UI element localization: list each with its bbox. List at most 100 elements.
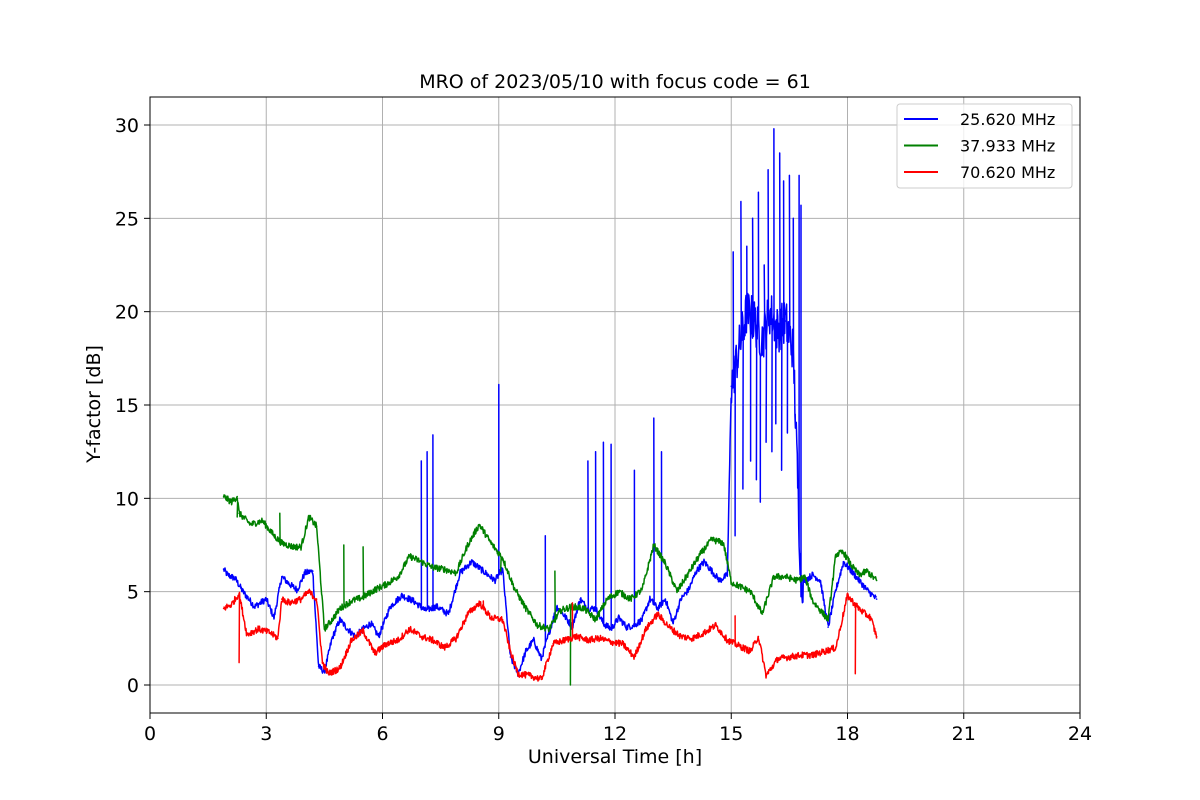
data-point [490,617,492,619]
data-point [501,557,504,559]
data-point [649,598,651,600]
data-point [645,628,647,630]
data-point [548,628,550,630]
y-tick-label: 10 [115,488,139,510]
data-point [811,654,814,656]
data-point [687,572,690,574]
data-point [257,628,260,630]
y-tick-label: 25 [115,208,139,230]
data-point [370,622,372,625]
data-point [711,570,713,572]
data-point [668,626,671,628]
data-point [308,590,310,593]
data-point [583,607,585,610]
data-point [455,637,457,640]
data-point [656,613,659,615]
data-point [281,598,283,600]
data-point [722,542,725,544]
data-point [726,574,729,576]
data-point [385,583,388,585]
data-point [850,570,853,572]
data-point [749,650,752,653]
data-point [870,617,872,619]
data-point [827,626,829,628]
x-tick-label: 12 [603,723,627,745]
data-point [664,562,667,565]
series-2 [222,494,878,686]
data-point [804,575,806,578]
data-point [288,602,291,604]
data-point [346,628,349,630]
data-point [653,544,655,546]
data-point [800,654,802,656]
data-point [277,637,279,640]
data-point [362,630,364,632]
data-point [470,561,473,563]
series-line [222,127,878,677]
data-point [494,579,496,582]
data-point [536,624,539,627]
data-point [594,618,597,621]
legend: 25.620 MHz 37.933 MHz 70.620 MHz [896,103,1073,189]
data-point [513,587,516,589]
data-point [253,605,256,608]
data-point [408,555,411,557]
data-point [680,598,682,600]
data-point [738,585,740,587]
data-point [408,628,411,630]
data-point [238,512,240,515]
data-point [842,551,845,554]
data-point [858,579,860,582]
legend-label: 25.620 MHz [960,110,1055,129]
data-point [730,385,733,388]
data-point [726,639,729,641]
data-point [556,605,558,608]
data-point [850,564,853,567]
data-point [796,579,798,582]
data-point [532,639,535,641]
y-axis-ticks: 0 5 10 15 20 25 30 [115,115,150,697]
data-point [529,674,531,677]
data-point [875,598,878,600]
data-point [548,631,550,634]
data-point [866,570,868,572]
x-axis-ticks: 0 3 6 9 12 15 18 21 24 [144,713,1092,745]
data-point [656,607,659,610]
data-point [579,598,581,600]
data-point [300,598,302,600]
data-point [819,609,822,612]
data-point [222,607,225,610]
data-point [339,667,341,669]
data-point [811,600,814,602]
data-point [715,624,717,627]
data-point [858,574,860,576]
y-tick-label: 20 [115,302,139,324]
x-tick-label: 6 [376,723,388,745]
data-point [315,525,318,528]
data-point [424,609,426,612]
data-point [420,561,423,563]
data-point [765,674,767,677]
data-point [598,637,601,640]
data-point [517,673,519,675]
data-point [443,568,446,571]
data-point [389,605,392,608]
data-point [242,590,244,593]
data-point [680,635,682,638]
data-point [478,602,481,604]
data-point [610,641,612,643]
data-point [784,320,787,322]
data-point [350,639,353,641]
data-point [432,566,434,569]
y-tick-label: 5 [127,582,139,604]
data-point [331,637,333,640]
data-point [823,650,826,653]
data-point [687,589,690,591]
data-point [525,650,527,653]
data-point [317,665,320,668]
data-point [436,605,438,608]
data-point [234,577,237,580]
data-point [792,348,795,350]
y-axis-label: Y-factor [dB] [83,345,105,464]
